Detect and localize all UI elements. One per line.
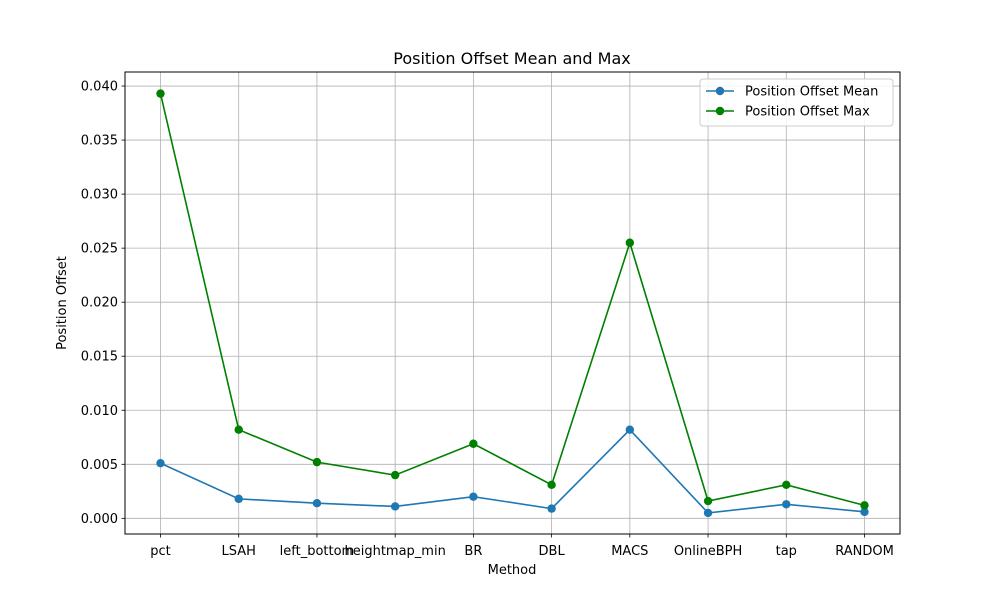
y-tick-label: 0.025 <box>81 242 118 257</box>
y-tick-label: 0.035 <box>81 134 118 149</box>
y-tick-label: 0.000 <box>81 512 118 527</box>
y-tick-label: 0.030 <box>81 188 118 203</box>
data-point <box>547 504 556 513</box>
x-tick-label: BR <box>464 544 482 559</box>
data-point <box>860 507 869 517</box>
x-tick-label: pct <box>150 544 171 559</box>
data-point <box>390 470 400 480</box>
data-point <box>782 480 791 490</box>
series-layer <box>156 89 869 518</box>
data-point <box>390 502 400 511</box>
y-tick-label: 0.005 <box>81 458 118 473</box>
data-point <box>469 439 478 448</box>
x-tick-label: left_bottom <box>280 544 355 559</box>
x-tick-label: DBL <box>539 544 566 559</box>
y-axis-label: Position Offset <box>55 256 70 350</box>
x-tick-label: RANDOM <box>835 544 894 559</box>
legend: Position Offset Mean Position Offset Max <box>699 78 894 127</box>
data-point <box>782 500 791 509</box>
data-point <box>234 425 243 434</box>
series-line <box>159 93 865 507</box>
data-point <box>234 494 243 504</box>
legend-frame <box>699 78 894 127</box>
y-axis-ticks: 0.000 0.005 0.010 0.015 0.020 0.025 0.030 0.035… <box>81 80 125 527</box>
data-point <box>469 492 478 501</box>
y-tick-label: 0.020 <box>81 296 118 311</box>
chart-title: Position Offset Mean and Max <box>393 49 630 68</box>
x-tick-label: LSAH <box>222 544 256 559</box>
data-point <box>312 457 322 467</box>
data-point <box>625 425 635 434</box>
legend-label: Position Offset Mean <box>745 85 878 100</box>
x-tick-label: heightmap_min <box>344 544 445 559</box>
data-point <box>547 480 556 490</box>
y-tick-label: 0.010 <box>81 404 118 419</box>
data-point <box>703 496 713 506</box>
legend-swatch-marker <box>715 106 725 116</box>
series-line <box>160 428 865 514</box>
data-point <box>625 238 635 247</box>
grid <box>125 72 900 534</box>
x-tick-label: MACS <box>611 544 648 559</box>
x-axis-label: Method <box>488 563 537 578</box>
data-point <box>156 459 165 468</box>
x-tick-label: tap <box>776 544 797 559</box>
data-point <box>703 508 713 518</box>
data-point <box>312 499 322 508</box>
legend-swatch-marker <box>715 86 725 96</box>
legend-label: Position Offset Max <box>745 105 870 120</box>
x-tick-label: OnlineBPH <box>674 544 742 559</box>
data-point <box>860 501 869 510</box>
plot-frame <box>124 71 901 535</box>
data-point <box>156 89 165 98</box>
y-tick-label: 0.040 <box>81 80 118 95</box>
y-tick-label: 0.015 <box>81 350 118 365</box>
